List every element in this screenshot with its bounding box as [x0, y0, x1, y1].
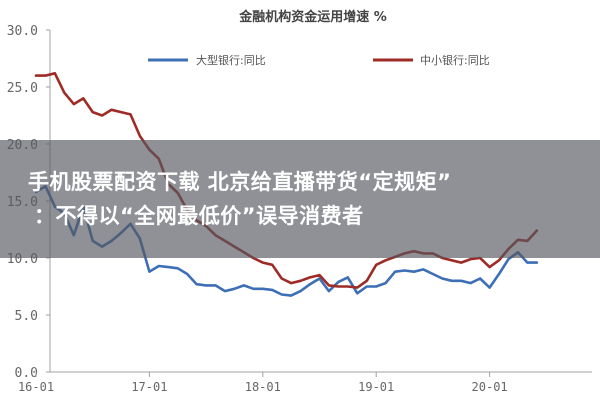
banner-headline-line1[interactable]: 手机股票配资下载 北京给直播带货“定规矩” [28, 170, 452, 194]
y-tick-label: 30.0 [7, 24, 38, 39]
legend-label-1: 大型银行:同比 [196, 53, 266, 67]
banner-headline-line2[interactable]: ：不得以“全网最低价”误导消费者 [34, 204, 364, 228]
x-tick-label: 18-01 [245, 380, 281, 394]
news-banner[interactable]: 手机股票配资下载 北京给直播带货“定规矩” ：不得以“全网最低价”误导消费者 [0, 140, 600, 258]
legend-label-2: 中小银行:同比 [420, 53, 490, 67]
y-tick-label: 0.0 [15, 366, 38, 381]
y-tick-label: 5.0 [15, 309, 38, 324]
series-line-2 [34, 72, 539, 289]
chart-title: 金融机构资金运用增速 % [238, 9, 387, 25]
x-tick-label: 19-01 [358, 380, 394, 394]
x-tick-label: 16-01 [18, 380, 54, 394]
x-tick-label: 20-01 [472, 380, 508, 394]
x-tick-label: 17-01 [131, 380, 167, 394]
y-tick-label: 25.0 [7, 81, 38, 96]
